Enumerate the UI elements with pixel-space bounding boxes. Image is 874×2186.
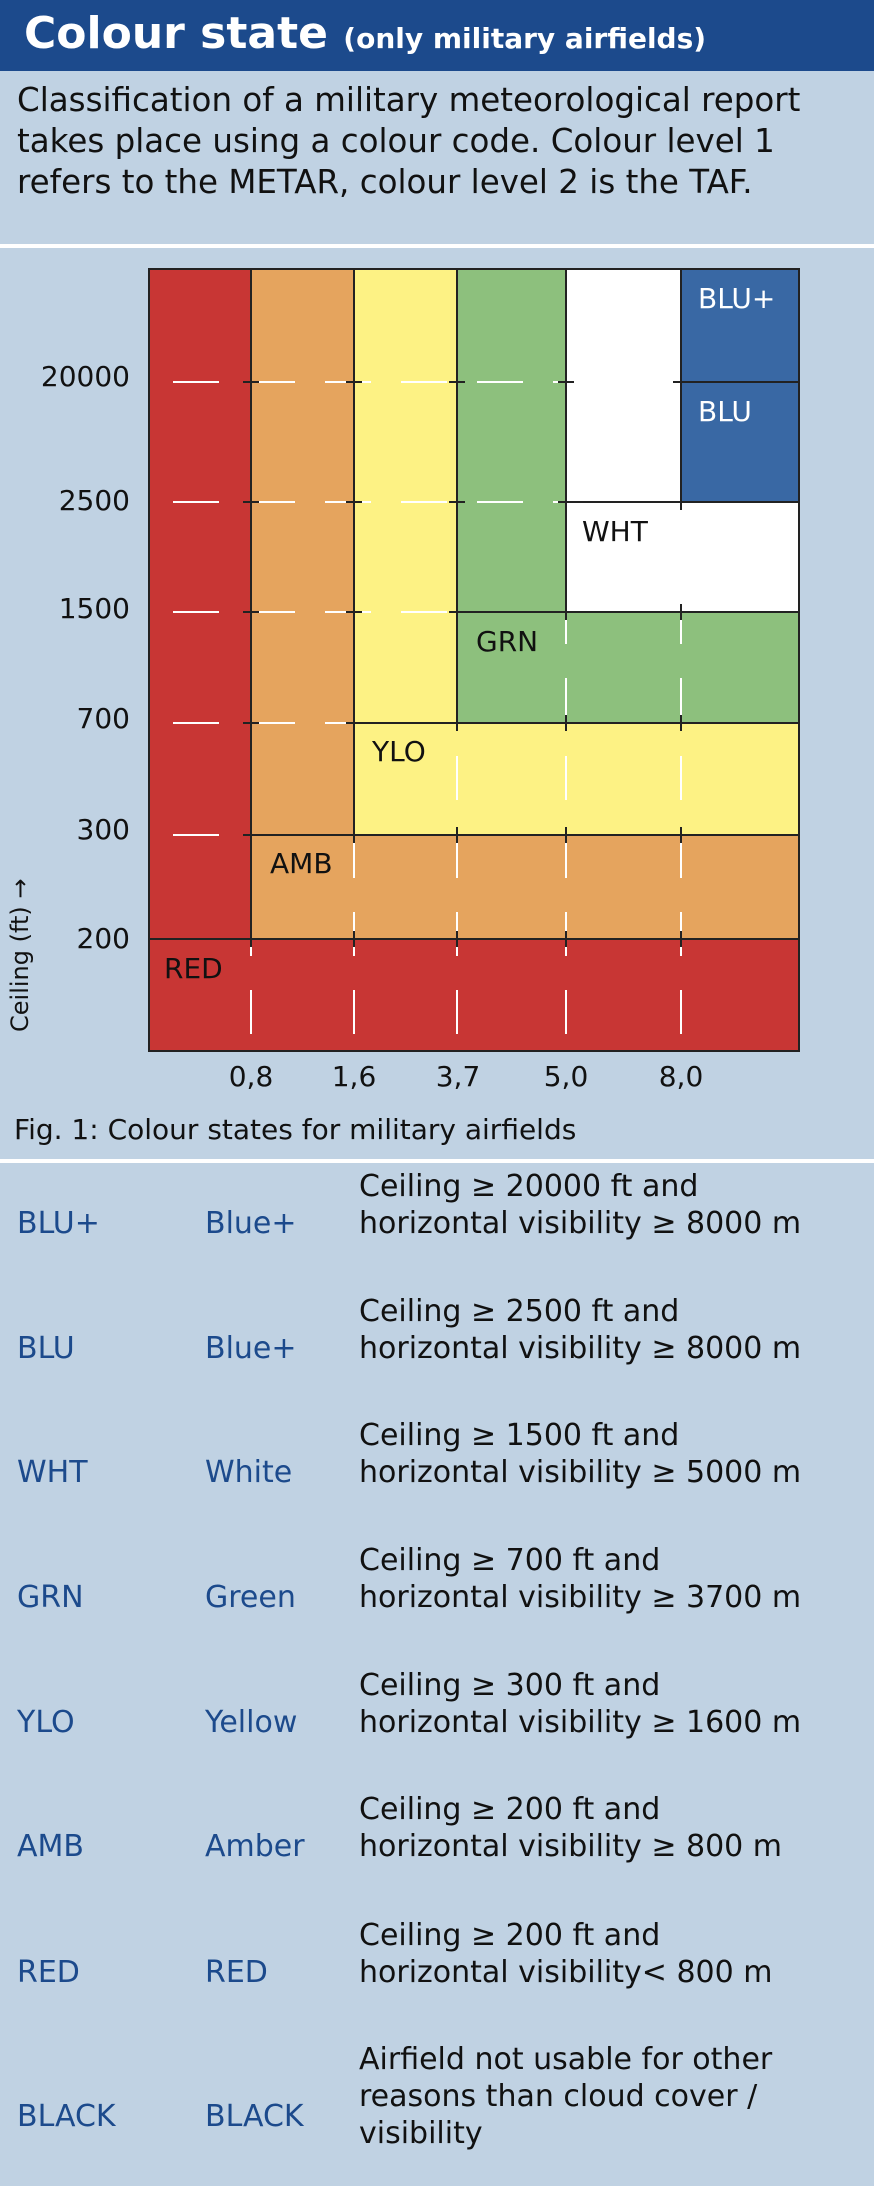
legend-description: Ceiling ≥ 300 ft and horizontal visibilit…: [359, 1668, 802, 1740]
legend-name: Amber: [205, 1829, 305, 1864]
legend-description: Ceiling ≥ 2500 ft and horizontal visibili…: [359, 1294, 802, 1366]
zone-cell: [251, 835, 354, 939]
zone-label: BLU+: [698, 282, 775, 315]
legend-description: Ceiling ≥ 700 ft and horizontal visibilit…: [359, 1543, 802, 1615]
legend-name: Yellow: [205, 1705, 298, 1740]
zone-label: RED: [164, 952, 223, 985]
zone-cell: [566, 502, 681, 612]
legend-code: BLU: [17, 1331, 75, 1366]
legend-description: Ceiling ≥ 200 ft and horizontal visibilit…: [359, 1792, 783, 1864]
zone-label: GRN: [476, 625, 538, 658]
legend-name: BLACK: [205, 2099, 304, 2134]
x-tick-label: 3,7: [435, 1060, 481, 1093]
y-tick-label: 200: [76, 922, 130, 955]
divider: [0, 244, 874, 248]
zone-cell: [251, 268, 354, 382]
figure-caption: Fig. 1: Colour states for military airfi…: [14, 1113, 577, 1146]
zone-cell: [457, 612, 566, 723]
zone-label: BLU: [698, 395, 752, 428]
legend-code: YLO: [17, 1705, 75, 1740]
zone-cell: [354, 268, 457, 382]
zone-cell: [681, 268, 800, 382]
x-tick-label: 1,6: [331, 1060, 377, 1093]
x-tick-label: 5,0: [543, 1060, 589, 1093]
zone-cell: [457, 723, 566, 835]
legend-code: RED: [17, 1955, 80, 1990]
legend-description: Ceiling ≥ 20000 ft and horizontal visibil…: [359, 1169, 802, 1241]
page-subtitle: (only military airfields): [343, 22, 707, 55]
y-axis-label: Ceiling (ft) →: [6, 878, 34, 1032]
x-tick-label: 0,8: [228, 1060, 274, 1093]
y-tick-label: 20000: [40, 360, 130, 393]
legend-description: Airfield not usable for other reasons tha…: [359, 2042, 773, 2151]
zone-label: YLO: [371, 735, 426, 768]
zone-cell: [566, 835, 681, 939]
zone-cell: [681, 939, 800, 1052]
x-tick-label: 8,0: [658, 1060, 704, 1093]
zone-cell: [148, 612, 251, 723]
legend-name: RED: [205, 1955, 268, 1990]
zone-cell: [566, 939, 681, 1052]
zone-cell: [251, 939, 354, 1052]
zone-cell: [148, 939, 251, 1052]
zone-cell: [251, 382, 354, 502]
intro-text: Classification of a military meteorologi…: [17, 81, 801, 201]
zone-cell: [251, 502, 354, 612]
legend-name: Blue+: [205, 1206, 297, 1241]
legend-code: WHT: [17, 1455, 88, 1490]
legend-description: Ceiling ≥ 1500 ft and horizontal visibili…: [359, 1418, 802, 1490]
zone-cell: [681, 723, 800, 835]
legend-code: AMB: [17, 1829, 84, 1864]
legend-description: Ceiling ≥ 200 ft and horizontal visibilit…: [359, 1918, 773, 1990]
zone-cell: [148, 382, 251, 502]
zone-cell: [354, 502, 457, 612]
zone-cell: [148, 835, 251, 939]
divider: [0, 1159, 874, 1163]
zone-cell: [354, 612, 457, 723]
zone-cell: [681, 612, 800, 723]
zone-cell: [457, 835, 566, 939]
colour-state-grid: BLU+ BLU WHT GRN YLO AMB RED: [148, 268, 800, 1052]
zone-cell: [457, 939, 566, 1052]
page-title: Colour state (only military airfields): [24, 8, 707, 59]
grid-frame: [148, 268, 800, 1052]
zone-cell: [566, 268, 681, 382]
legend-code: BLU+: [17, 1206, 100, 1241]
zone-cell: [354, 723, 457, 835]
zone-label: AMB: [270, 847, 333, 880]
legend-name: Green: [205, 1580, 296, 1615]
zone-cell: [354, 382, 457, 502]
zone-cell: [681, 835, 800, 939]
legend-name: Blue+: [205, 1331, 297, 1366]
zone-cell: [251, 723, 354, 835]
zone-label: WHT: [582, 515, 649, 548]
legend-name: White: [205, 1455, 293, 1490]
legend-code: BLACK: [17, 2099, 116, 2134]
page-header: Colour state (only military airfields): [0, 0, 874, 71]
zone-cell: [566, 612, 681, 723]
zone-cell: [148, 723, 251, 835]
y-tick-label: 300: [76, 813, 130, 846]
zone-cell: [457, 382, 566, 502]
y-tick-label: 2500: [58, 484, 130, 517]
zone-cell: [681, 382, 800, 502]
zone-cell: [148, 268, 251, 382]
zone-cell: [148, 502, 251, 612]
zone-cell: [251, 612, 354, 723]
y-tick-label: 1500: [58, 592, 130, 625]
zone-cell: [681, 502, 800, 612]
zone-cell: [457, 268, 566, 382]
zone-cell: [354, 939, 457, 1052]
y-tick-label: 700: [76, 702, 130, 735]
zone-cell: [566, 723, 681, 835]
zone-cell: [566, 382, 681, 502]
zone-cell: [354, 835, 457, 939]
legend-code: GRN: [17, 1580, 84, 1615]
zone-cell: [457, 502, 566, 612]
